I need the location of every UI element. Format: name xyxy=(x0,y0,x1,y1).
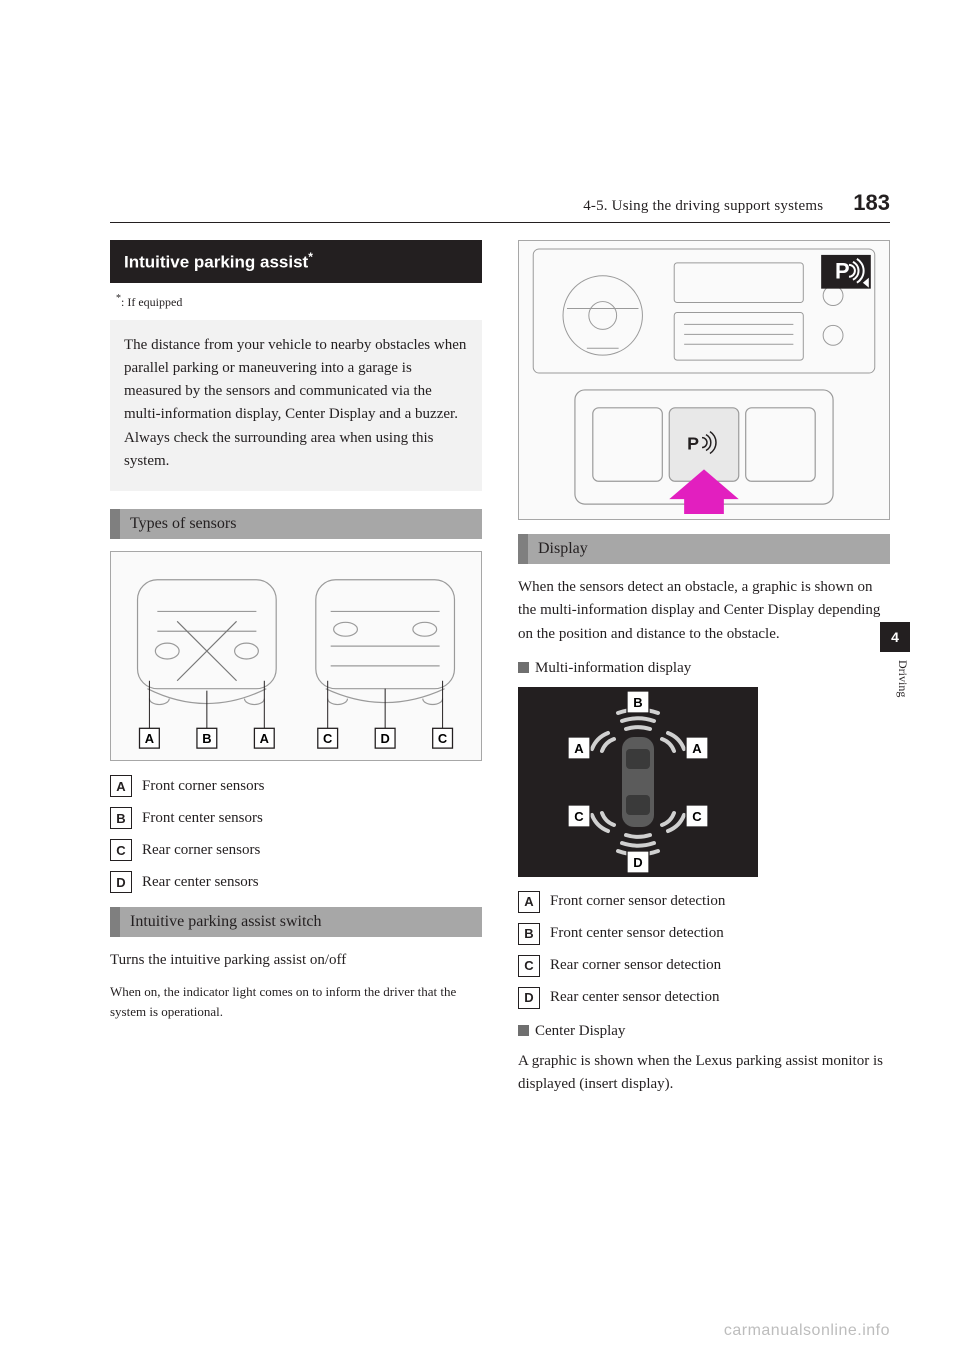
legend-text: Rear corner sensor detection xyxy=(550,957,721,974)
legend-key: C xyxy=(518,955,540,977)
legend-key: A xyxy=(110,775,132,797)
subhead-center-text: Center Display xyxy=(535,1023,625,1039)
switch-description: Turns the intuitive parking assist on/of… xyxy=(110,949,482,972)
footnote: *: If equipped xyxy=(116,293,482,310)
mid-label-a-left: A xyxy=(574,741,584,756)
section-title: 4-5. Using the driving support systems xyxy=(583,198,823,215)
mid-label-d: D xyxy=(633,855,642,870)
mid-figure: A A B C C D xyxy=(518,687,758,877)
legend-text: Front corner sensor detection xyxy=(550,893,725,910)
fig-label-c2: C xyxy=(438,731,447,746)
dashboard-figure: P xyxy=(518,240,890,520)
sensor-location-figure: A B A C D C xyxy=(110,551,482,761)
page-header: 4-5. Using the driving support systems 1… xyxy=(110,190,890,223)
center-display-text: A graphic is shown when the Lexus parkin… xyxy=(518,1050,890,1097)
mid-label-a-right: A xyxy=(692,741,702,756)
badge-letter: P xyxy=(835,259,850,284)
mid-label-b: B xyxy=(633,695,642,710)
switch-note: When on, the indicator light comes on to… xyxy=(110,982,482,1021)
legend-row: D Rear center sensor detection xyxy=(518,987,890,1009)
legend-text: Front center sensors xyxy=(142,810,263,827)
parking-badge-icon: P xyxy=(821,255,871,289)
legend-key: C xyxy=(110,839,132,861)
legend-row: A Front corner sensors xyxy=(110,775,482,797)
legend-text: Rear center sensors xyxy=(142,874,259,891)
legend-row: A Front corner sensor detection xyxy=(518,891,890,913)
fig-label-a2: A xyxy=(260,731,269,746)
fig-label-b: B xyxy=(202,731,211,746)
legend-text: Rear corner sensors xyxy=(142,842,260,859)
footnote-marker: * xyxy=(308,250,313,264)
fig-label-c1: C xyxy=(323,731,332,746)
legend-key: D xyxy=(518,987,540,1009)
footnote-text: : If equipped xyxy=(121,295,182,309)
legend-key: D xyxy=(110,871,132,893)
display-description: When the sensors detect an obstacle, a g… xyxy=(518,576,890,646)
legend-key: B xyxy=(518,923,540,945)
legend-text: Front center sensor detection xyxy=(550,925,724,942)
legend-row: C Rear corner sensors xyxy=(110,839,482,861)
page-number: 183 xyxy=(853,190,890,216)
fig-label-a1: A xyxy=(145,731,154,746)
legend-row: C Rear corner sensor detection xyxy=(518,955,890,977)
page: 4-5. Using the driving support systems 1… xyxy=(0,0,960,1358)
watermark: carmanualsonline.info xyxy=(724,1322,890,1340)
subheading-mid: Multi-information display xyxy=(518,660,890,677)
feature-title: Intuitive parking assist xyxy=(124,253,308,272)
legend-text: Rear center sensor detection xyxy=(550,989,720,1006)
subhead-mid-text: Multi-information display xyxy=(535,660,691,676)
legend-row: D Rear center sensors xyxy=(110,871,482,893)
content-columns: Intuitive parking assist* *: If equipped… xyxy=(110,240,890,1298)
mid-legend: A Front corner sensor detection B Front ce… xyxy=(518,891,890,1009)
square-bullet-icon xyxy=(518,1025,529,1036)
heading-display: Display xyxy=(518,534,890,564)
button-letter: P xyxy=(687,434,699,454)
left-column: Intuitive parking assist* *: If equipped… xyxy=(110,240,482,1298)
legend-key: B xyxy=(110,807,132,829)
feature-title-box: Intuitive parking assist* xyxy=(110,240,482,283)
intro-description: The distance from your vehicle to nearby… xyxy=(110,320,482,492)
heading-switch: Intuitive parking assist switch xyxy=(110,907,482,937)
right-column: P xyxy=(518,240,890,1298)
fig-label-d: D xyxy=(380,731,389,746)
legend-text: Front corner sensors xyxy=(142,778,264,795)
subheading-center-display: Center Display xyxy=(518,1023,890,1040)
heading-types-of-sensors: Types of sensors xyxy=(110,509,482,539)
mid-label-c-right: C xyxy=(692,809,702,824)
sensor-legend: A Front corner sensors B Front center sens… xyxy=(110,775,482,893)
square-bullet-icon xyxy=(518,662,529,673)
legend-row: B Front center sensors xyxy=(110,807,482,829)
mid-label-c-left: C xyxy=(574,809,584,824)
legend-row: B Front center sensor detection xyxy=(518,923,890,945)
legend-key: A xyxy=(518,891,540,913)
